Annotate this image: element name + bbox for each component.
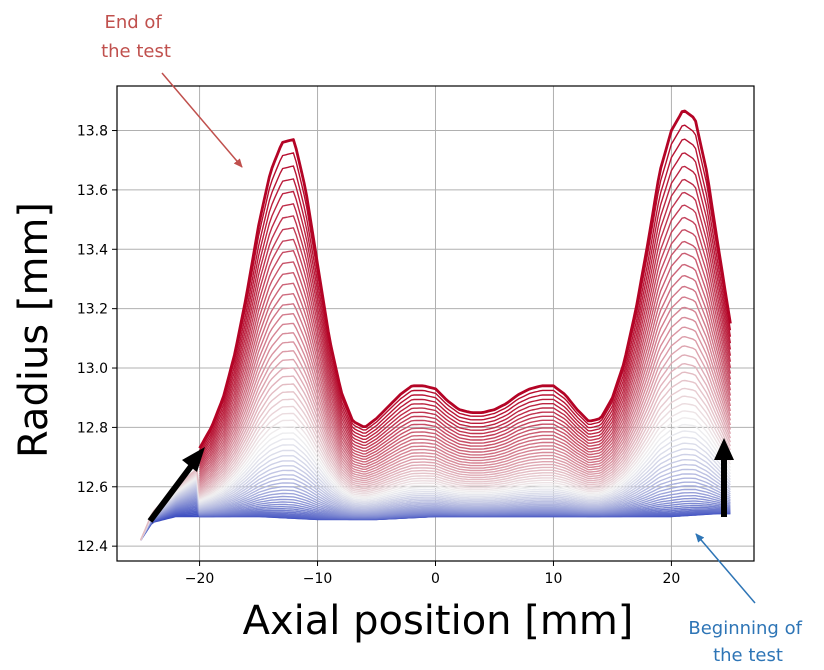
series-line xyxy=(199,316,732,484)
series-line xyxy=(199,138,732,454)
end-annotation: End of the test xyxy=(101,12,171,62)
series-line xyxy=(139,492,731,541)
series-line xyxy=(139,473,731,541)
series-line xyxy=(139,423,731,541)
x-axis-title: Axial position [mm] xyxy=(243,598,634,644)
series-line xyxy=(199,252,732,473)
series-line xyxy=(199,152,732,456)
y-tick-label: 12.4 xyxy=(77,539,108,555)
series-line xyxy=(139,497,731,541)
series-line xyxy=(199,240,732,471)
series-line xyxy=(139,468,731,541)
x-tick-label: −20 xyxy=(185,571,215,587)
beginning-annotation-line-2: the test xyxy=(713,645,783,666)
x-tick-label: 20 xyxy=(663,571,681,587)
y-tick-label: 13.4 xyxy=(77,242,108,258)
y-tick-label: 13.2 xyxy=(77,302,108,318)
series-line xyxy=(139,379,732,541)
series-line xyxy=(199,263,732,475)
beginning-annotation-line-1: Beginning of xyxy=(688,618,802,639)
axis-ticks: −20 −10 0 10 20 12.4 12.6 12.8 13.0 13.2 13.4 13.6 1… xyxy=(77,124,681,587)
series-line xyxy=(139,499,731,541)
series-line xyxy=(199,296,732,481)
end-annotation-arrow xyxy=(161,72,243,168)
series-line xyxy=(139,448,731,541)
series-line xyxy=(139,395,732,541)
series-line xyxy=(199,216,732,467)
growth-arrow-right-head xyxy=(714,438,734,460)
series-line xyxy=(199,336,732,487)
series-line xyxy=(199,275,732,477)
y-tick-label: 13.0 xyxy=(77,361,108,377)
y-axis-title: Radius [mm] xyxy=(11,202,57,458)
end-annotation-line-2: the test xyxy=(101,41,171,62)
y-tick-label: 12.8 xyxy=(77,420,108,436)
series-line xyxy=(139,453,731,541)
series-line xyxy=(199,326,732,486)
beginning-annotation-arrow xyxy=(695,533,756,604)
x-tick-label: −10 xyxy=(303,571,333,587)
x-tick-label: 10 xyxy=(545,571,563,587)
series-line xyxy=(199,178,732,461)
series-line xyxy=(139,495,731,541)
series-line xyxy=(139,371,732,541)
series-line xyxy=(139,403,732,541)
series-line xyxy=(139,459,731,541)
series-line xyxy=(139,436,731,541)
x-tick-label: 0 xyxy=(431,571,440,587)
y-tick-label: 12.6 xyxy=(77,480,108,496)
end-annotation-line-1: End of xyxy=(104,12,162,33)
series-line xyxy=(198,124,732,451)
beginning-annotation: Beginning of the test xyxy=(688,618,807,666)
series-line xyxy=(199,165,732,458)
series-line xyxy=(199,354,732,490)
y-tick-label: 13.6 xyxy=(77,183,108,199)
series-line xyxy=(139,417,731,541)
series-line xyxy=(139,477,731,541)
series-line xyxy=(199,285,732,479)
growth-arrow-left xyxy=(147,463,195,523)
series-group xyxy=(139,109,732,541)
series-line xyxy=(139,481,731,541)
series-line xyxy=(199,345,732,489)
series-line xyxy=(139,410,731,541)
series-line xyxy=(199,204,732,465)
y-tick-label: 13.8 xyxy=(77,124,108,140)
series-line xyxy=(139,442,731,541)
series-line xyxy=(139,485,731,541)
series-line xyxy=(199,191,732,463)
growth-arrows xyxy=(147,438,734,523)
series-line xyxy=(139,387,732,541)
series-line xyxy=(199,306,732,482)
series-line xyxy=(199,229,732,469)
series-line xyxy=(198,109,732,449)
series-line xyxy=(139,463,731,541)
series-line xyxy=(139,488,731,541)
series-line xyxy=(139,430,731,541)
growth-arrow-left-head xyxy=(182,447,205,472)
series-line xyxy=(199,363,732,492)
